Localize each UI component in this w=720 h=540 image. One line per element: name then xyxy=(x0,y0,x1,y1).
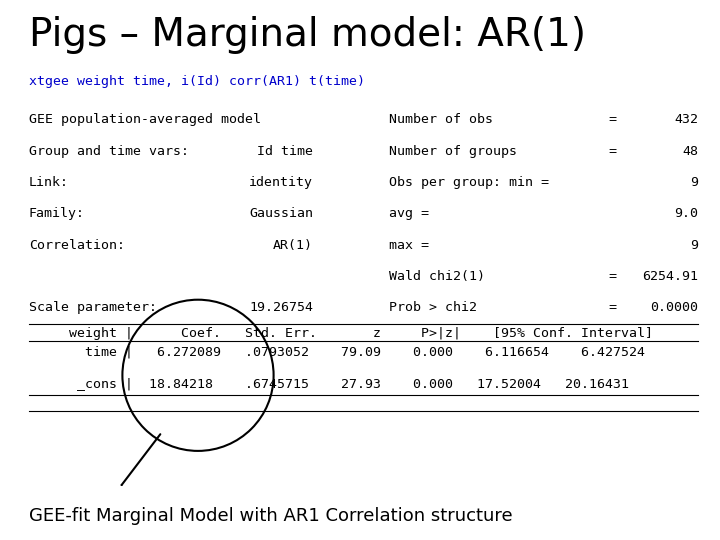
Text: 9: 9 xyxy=(690,176,698,189)
Text: time |   6.272089   .0793052    79.09    0.000    6.116654    6.427524: time | 6.272089 .0793052 79.09 0.000 6.1… xyxy=(29,346,645,359)
Text: =: = xyxy=(608,113,616,126)
Text: Group and time vars:: Group and time vars: xyxy=(29,145,189,158)
Text: 48: 48 xyxy=(683,145,698,158)
Text: 19.26754: 19.26754 xyxy=(249,301,313,314)
Text: Link:: Link: xyxy=(29,176,69,189)
FancyArrowPatch shape xyxy=(122,434,161,485)
Text: Pigs – Marginal model: AR(1): Pigs – Marginal model: AR(1) xyxy=(29,16,586,54)
Text: Number of obs: Number of obs xyxy=(389,113,492,126)
Text: Correlation:: Correlation: xyxy=(29,239,125,252)
Text: avg =: avg = xyxy=(389,207,429,220)
Text: AR(1): AR(1) xyxy=(273,239,313,252)
Text: 9: 9 xyxy=(690,239,698,252)
Text: Family:: Family: xyxy=(29,207,85,220)
Text: weight |      Coef.   Std. Err.       z     P>|z|    [95% Conf. Interval]: weight | Coef. Std. Err. z P>|z| [95% Co… xyxy=(29,327,653,340)
Text: Wald chi2(1): Wald chi2(1) xyxy=(389,270,485,283)
Text: 0.0000: 0.0000 xyxy=(650,301,698,314)
Text: 9.0: 9.0 xyxy=(675,207,698,220)
Text: Obs per group: min =: Obs per group: min = xyxy=(389,176,549,189)
Text: GEE-fit Marginal Model with AR1 Correlation structure: GEE-fit Marginal Model with AR1 Correlat… xyxy=(29,507,513,524)
Text: Gaussian: Gaussian xyxy=(249,207,313,220)
Text: max =: max = xyxy=(389,239,429,252)
Text: Number of groups: Number of groups xyxy=(389,145,517,158)
Text: Id time: Id time xyxy=(257,145,313,158)
Text: GEE population-averaged model: GEE population-averaged model xyxy=(29,113,261,126)
Text: Scale parameter:: Scale parameter: xyxy=(29,301,157,314)
Text: _cons |  18.84218    .6745715    27.93    0.000   17.52004   20.16431: _cons | 18.84218 .6745715 27.93 0.000 17… xyxy=(29,377,629,390)
Text: 6254.91: 6254.91 xyxy=(642,270,698,283)
Text: =: = xyxy=(608,145,616,158)
Text: =: = xyxy=(608,270,616,283)
Text: 432: 432 xyxy=(675,113,698,126)
Text: =: = xyxy=(608,301,616,314)
Text: Prob > chi2: Prob > chi2 xyxy=(389,301,477,314)
Text: xtgee weight time, i(Id) corr(AR1) t(time): xtgee weight time, i(Id) corr(AR1) t(tim… xyxy=(29,75,365,87)
Text: identity: identity xyxy=(249,176,313,189)
